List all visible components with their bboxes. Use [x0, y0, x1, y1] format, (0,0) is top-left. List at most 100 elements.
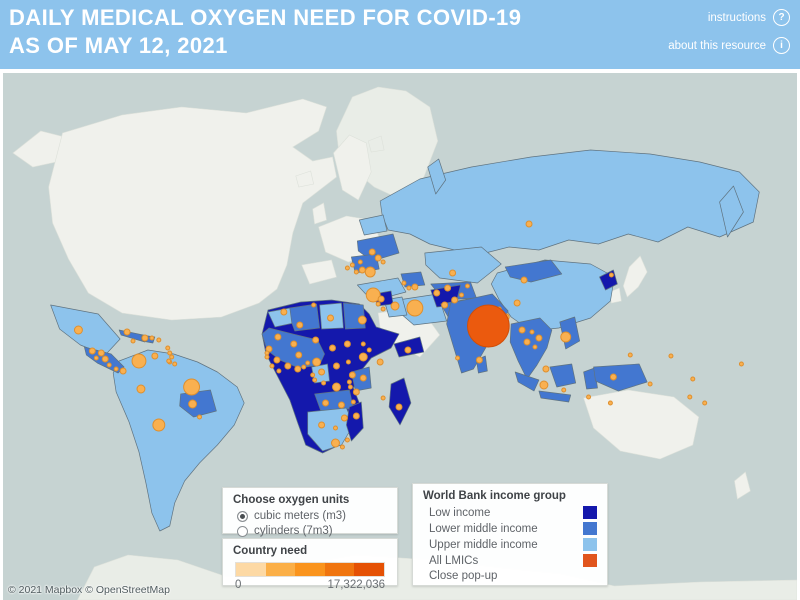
country-need-marker[interactable]: [322, 399, 330, 407]
country-need-marker[interactable]: [465, 283, 470, 289]
country-need-marker[interactable]: [350, 399, 356, 405]
country-need-marker[interactable]: [318, 421, 326, 429]
country-need-marker[interactable]: [627, 352, 633, 358]
country-need-marker[interactable]: [702, 400, 708, 406]
country-need-marker[interactable]: [359, 374, 367, 382]
close-popup-button[interactable]: Close pop-up: [429, 570, 597, 582]
country-need-marker[interactable]: [608, 272, 614, 278]
country-need-marker[interactable]: [312, 336, 320, 344]
radio-button-icon[interactable]: [237, 510, 248, 522]
country-need-marker[interactable]: [365, 287, 381, 303]
country-need-marker[interactable]: [165, 345, 171, 351]
country-need-marker[interactable]: [264, 354, 270, 360]
country-need-marker[interactable]: [172, 361, 178, 367]
radio-button-icon[interactable]: [237, 525, 248, 537]
country-need-marker[interactable]: [357, 259, 363, 265]
country-need-marker[interactable]: [395, 403, 403, 411]
country-kazakhstan[interactable]: [424, 246, 502, 284]
country-sulawesi[interactable]: [583, 367, 598, 390]
country-russia[interactable]: [379, 149, 760, 255]
country-need-marker[interactable]: [152, 418, 166, 432]
country-need-marker[interactable]: [738, 361, 744, 367]
country-need-marker[interactable]: [312, 357, 322, 367]
country-need-marker[interactable]: [284, 362, 292, 370]
country-need-marker[interactable]: [366, 347, 372, 353]
country-need-marker[interactable]: [264, 350, 270, 356]
country-ukraine[interactable]: [356, 233, 400, 262]
region-southeast-asia[interactable]: [509, 317, 553, 380]
country-need-marker[interactable]: [294, 365, 302, 373]
country-need-marker[interactable]: [273, 356, 281, 364]
country-need-marker[interactable]: [332, 382, 341, 392]
country-novaya-zemlya[interactable]: [427, 158, 447, 195]
country-need-marker[interactable]: [451, 296, 459, 304]
country-need-marker[interactable]: [321, 380, 327, 386]
country-need-marker[interactable]: [97, 349, 105, 357]
country-need-marker[interactable]: [411, 283, 419, 291]
country-need-marker[interactable]: [520, 276, 528, 284]
country-need-marker[interactable]: [101, 355, 109, 363]
country-need-marker[interactable]: [73, 325, 83, 335]
country-need-marker[interactable]: [406, 285, 412, 291]
country-need-marker[interactable]: [340, 414, 348, 422]
country-need-marker[interactable]: [358, 266, 366, 274]
country-need-marker[interactable]: [352, 388, 360, 396]
country-need-marker[interactable]: [151, 352, 159, 360]
legend-item-lower-middle-income[interactable]: Lower middle income: [429, 522, 597, 535]
country-need-marker[interactable]: [346, 379, 352, 385]
legend-item-all-lmics[interactable]: All LMICs: [429, 554, 597, 567]
country-need-marker[interactable]: [119, 367, 127, 375]
country-need-marker[interactable]: [374, 254, 382, 262]
country-need-marker[interactable]: [333, 425, 338, 431]
country-need-marker[interactable]: [296, 321, 304, 329]
country-need-marker[interactable]: [377, 295, 385, 303]
country-need-marker[interactable]: [344, 437, 350, 443]
country-need-marker[interactable]: [535, 334, 543, 342]
legend-item-low-income[interactable]: Low income: [429, 506, 597, 519]
country-need-marker[interactable]: [687, 394, 693, 400]
country-need-marker[interactable]: [149, 335, 155, 341]
country-need-marker[interactable]: [609, 373, 617, 381]
country-need-marker[interactable]: [532, 344, 538, 350]
country-need-marker[interactable]: [529, 329, 535, 335]
country-need-marker[interactable]: [156, 337, 162, 343]
country-need-marker[interactable]: [93, 355, 99, 361]
country-need-marker[interactable]: [647, 381, 653, 387]
country-need-marker[interactable]: [364, 266, 376, 278]
legend-item-upper-middle-income[interactable]: Upper middle income: [429, 538, 597, 551]
country-mongolia[interactable]: [504, 259, 563, 283]
country-need-marker[interactable]: [690, 376, 696, 382]
country-need-marker[interactable]: [276, 368, 282, 374]
country-need-marker[interactable]: [280, 308, 288, 316]
country-need-marker[interactable]: [310, 372, 316, 378]
country-need-marker[interactable]: [466, 304, 510, 348]
country-need-marker[interactable]: [301, 364, 307, 370]
country-need-marker[interactable]: [357, 315, 367, 325]
country-need-marker[interactable]: [344, 265, 350, 271]
country-need-marker[interactable]: [318, 368, 326, 376]
country-need-marker[interactable]: [475, 356, 483, 364]
country-belarus-baltics[interactable]: [358, 214, 388, 236]
country-need-marker[interactable]: [607, 400, 613, 406]
country-need-marker[interactable]: [560, 331, 572, 343]
country-need-marker[interactable]: [274, 333, 282, 341]
country-need-marker[interactable]: [188, 399, 198, 409]
country-need-marker[interactable]: [331, 438, 340, 448]
country-need-marker[interactable]: [113, 366, 119, 372]
country-need-marker[interactable]: [347, 384, 353, 390]
country-need-marker[interactable]: [380, 306, 386, 312]
country-need-marker[interactable]: [166, 358, 172, 364]
country-need-marker[interactable]: [352, 412, 360, 420]
map-canvas[interactable]: [3, 73, 797, 600]
country-need-marker[interactable]: [586, 394, 592, 400]
country-need-marker[interactable]: [329, 344, 336, 352]
country-need-marker[interactable]: [312, 377, 318, 383]
country-need-marker[interactable]: [136, 384, 146, 394]
country-need-marker[interactable]: [376, 358, 384, 366]
country-need-marker[interactable]: [449, 269, 457, 277]
country-need-marker[interactable]: [561, 387, 567, 393]
country-need-marker[interactable]: [305, 360, 311, 366]
country-need-marker[interactable]: [375, 301, 381, 307]
country-sumatra[interactable]: [514, 371, 540, 392]
country-need-marker[interactable]: [345, 359, 351, 365]
